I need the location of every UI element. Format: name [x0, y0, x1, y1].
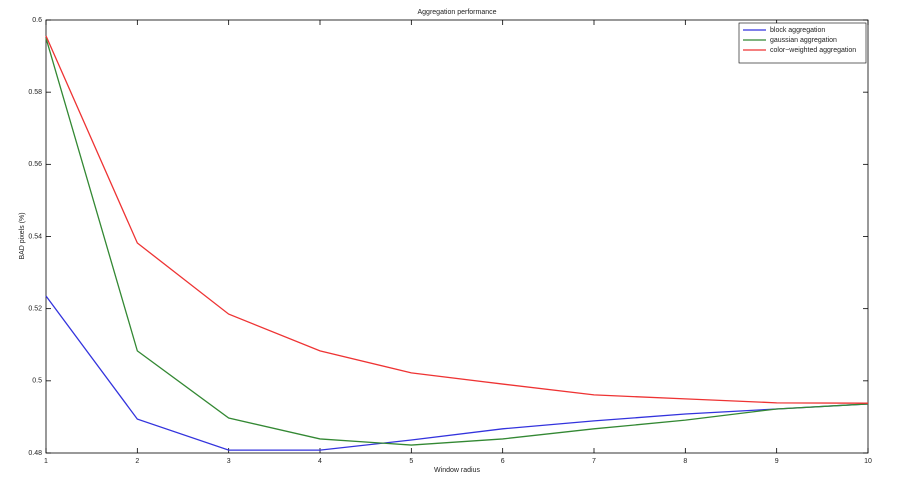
x-tick-label: 6 — [501, 458, 505, 465]
x-tick-label: 9 — [775, 458, 779, 465]
x-tick-label: 3 — [227, 458, 231, 465]
legend-label: color−weighted aggregation — [770, 47, 856, 54]
y-tick-label: 0.54 — [28, 233, 42, 240]
y-tick-label: 0.56 — [28, 161, 42, 168]
data-line — [45, 37, 869, 446]
x-tick-label: 1 — [44, 458, 48, 465]
x-tick-label: 10 — [864, 458, 872, 465]
y-tick-label: 0.52 — [28, 306, 42, 313]
x-tick-label: 5 — [409, 458, 413, 465]
x-axis-label: Window radius — [434, 467, 480, 474]
y-tick-label: 0.5 — [32, 378, 42, 385]
legend-label: gaussian aggregation — [770, 37, 837, 44]
x-tick-label: 7 — [592, 458, 596, 465]
y-tick-label: 0.58 — [28, 89, 42, 96]
x-tick-label: 8 — [683, 458, 687, 465]
y-axis-label: BAD pixels (%) — [19, 212, 26, 259]
x-tick-label: 2 — [135, 458, 139, 465]
data-line — [45, 295, 869, 451]
chart-title: Aggregation performance — [418, 9, 497, 16]
y-tick-label: 0.6 — [32, 17, 42, 24]
y-tick-label: 0.48 — [28, 450, 42, 457]
legend-label: block aggregation — [770, 27, 825, 34]
x-tick-label: 4 — [318, 458, 322, 465]
data-line — [45, 35, 869, 404]
